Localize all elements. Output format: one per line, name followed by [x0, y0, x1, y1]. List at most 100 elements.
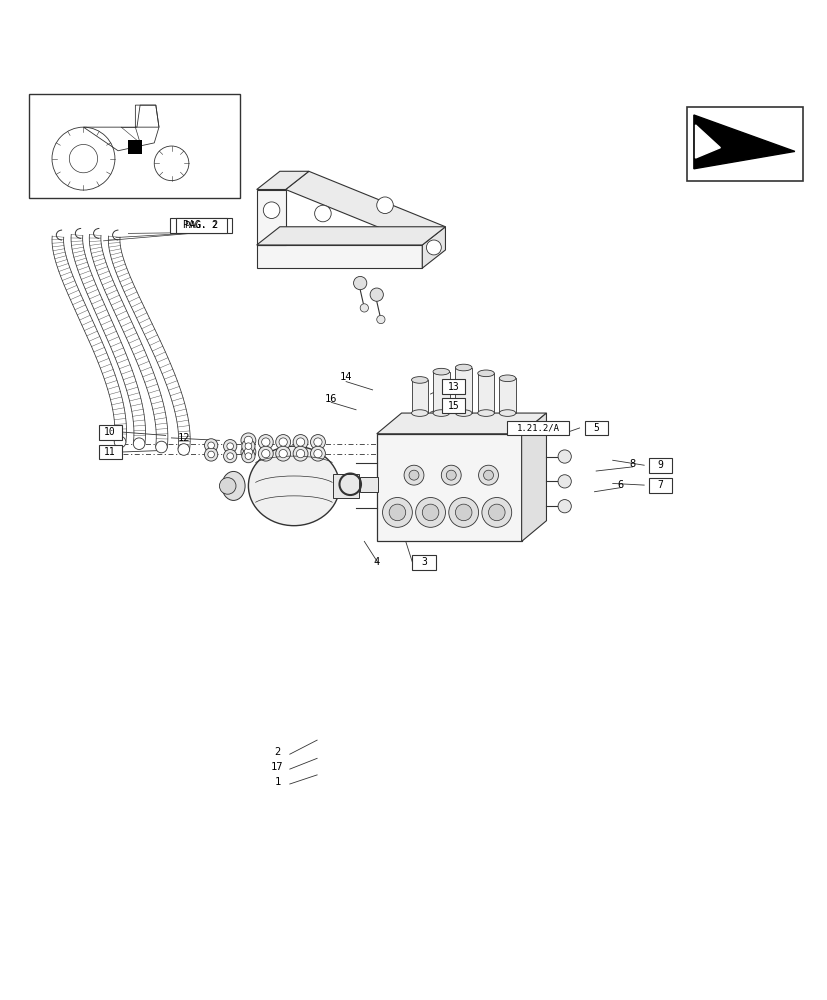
Bar — [175, 218, 227, 233]
Circle shape — [219, 478, 236, 494]
Text: 8: 8 — [629, 459, 635, 469]
Bar — [170, 218, 232, 233]
Polygon shape — [695, 125, 719, 158]
Ellipse shape — [411, 410, 428, 416]
Bar — [127, 140, 141, 154]
Polygon shape — [256, 190, 285, 245]
Ellipse shape — [433, 368, 449, 375]
Circle shape — [422, 504, 438, 521]
Ellipse shape — [455, 364, 471, 371]
Circle shape — [360, 304, 368, 312]
Bar — [455, 368, 471, 413]
Circle shape — [241, 445, 256, 459]
Circle shape — [488, 504, 504, 521]
Bar — [98, 445, 122, 459]
Circle shape — [404, 465, 423, 485]
Circle shape — [244, 448, 252, 456]
Text: 17: 17 — [270, 762, 284, 772]
Text: 13: 13 — [447, 382, 459, 392]
Bar — [412, 555, 435, 570]
Circle shape — [261, 438, 270, 446]
Circle shape — [310, 446, 325, 461]
Circle shape — [114, 436, 126, 448]
Circle shape — [446, 470, 456, 480]
Circle shape — [455, 504, 471, 521]
Circle shape — [441, 465, 461, 485]
Circle shape — [204, 448, 218, 461]
Text: PAG. 2: PAG. 2 — [185, 221, 217, 230]
Bar — [477, 373, 494, 413]
Circle shape — [557, 475, 571, 488]
Circle shape — [223, 449, 237, 463]
Text: 11: 11 — [104, 447, 116, 457]
Text: 15: 15 — [447, 401, 459, 411]
Circle shape — [263, 202, 280, 218]
Circle shape — [223, 440, 237, 453]
Circle shape — [245, 453, 251, 459]
Bar — [584, 421, 607, 435]
Polygon shape — [376, 413, 546, 434]
Circle shape — [227, 453, 233, 459]
Polygon shape — [521, 413, 546, 541]
Circle shape — [241, 440, 255, 453]
Circle shape — [296, 438, 304, 446]
Circle shape — [313, 449, 322, 458]
Circle shape — [415, 498, 445, 527]
Circle shape — [382, 498, 412, 527]
Circle shape — [293, 446, 308, 461]
Bar — [442, 379, 465, 394]
Circle shape — [208, 442, 214, 449]
Bar — [506, 421, 569, 435]
Circle shape — [557, 450, 571, 463]
Circle shape — [313, 438, 322, 446]
Circle shape — [241, 449, 255, 463]
Text: 10: 10 — [104, 427, 116, 437]
Circle shape — [258, 435, 273, 449]
Circle shape — [448, 498, 478, 527]
Circle shape — [314, 205, 331, 222]
Bar — [648, 478, 672, 493]
Text: 5: 5 — [592, 423, 599, 433]
Ellipse shape — [499, 375, 515, 382]
Bar — [332, 474, 359, 498]
Text: 9: 9 — [657, 460, 663, 470]
Text: 7: 7 — [657, 480, 663, 490]
Circle shape — [258, 446, 273, 461]
Text: 4: 4 — [373, 557, 380, 567]
Circle shape — [275, 435, 290, 449]
Bar — [29, 94, 240, 198]
Circle shape — [227, 443, 233, 449]
Circle shape — [244, 436, 252, 445]
Polygon shape — [256, 171, 308, 190]
Circle shape — [376, 197, 393, 214]
Bar — [360, 477, 378, 492]
Circle shape — [279, 438, 287, 446]
Ellipse shape — [248, 446, 339, 526]
Text: 3: 3 — [420, 557, 427, 567]
Circle shape — [241, 433, 256, 448]
Circle shape — [293, 435, 308, 449]
Circle shape — [478, 465, 498, 485]
Text: 6: 6 — [617, 480, 624, 490]
Polygon shape — [422, 227, 445, 268]
Circle shape — [279, 449, 287, 458]
Text: PAG. 2: PAG. 2 — [183, 220, 218, 230]
Text: 16: 16 — [324, 394, 337, 404]
Polygon shape — [693, 115, 794, 169]
Circle shape — [370, 288, 383, 301]
Bar — [376, 434, 521, 541]
Bar — [433, 372, 449, 413]
Ellipse shape — [222, 471, 245, 500]
Ellipse shape — [477, 370, 494, 377]
Circle shape — [208, 451, 214, 458]
Polygon shape — [256, 227, 445, 245]
Ellipse shape — [455, 410, 471, 416]
Bar — [98, 425, 122, 440]
Circle shape — [155, 441, 167, 453]
Circle shape — [261, 449, 270, 458]
Circle shape — [245, 443, 251, 449]
Bar — [648, 458, 672, 473]
Circle shape — [483, 470, 493, 480]
Circle shape — [389, 504, 405, 521]
Text: 14: 14 — [339, 372, 352, 382]
